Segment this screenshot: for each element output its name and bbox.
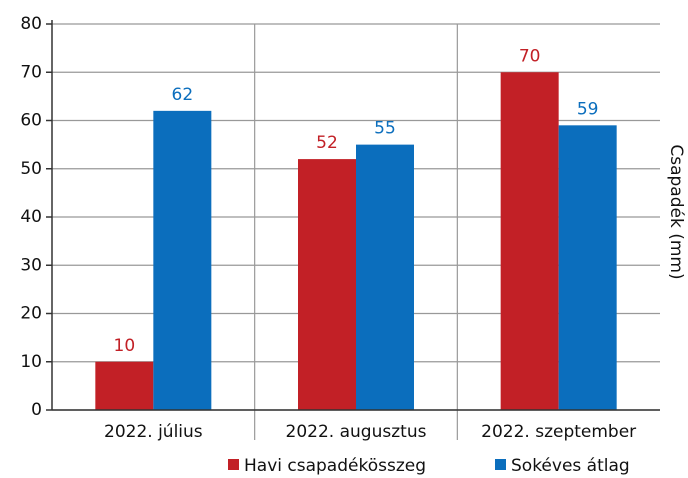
- y-tick-label: 70: [20, 62, 42, 82]
- y-tick-label: 20: [20, 304, 42, 324]
- y-tick-label: 80: [20, 14, 42, 34]
- legend-label: Havi csapadékösszeg: [244, 456, 426, 476]
- y-tick-label: 60: [20, 111, 42, 131]
- x-tick-label: 2022. július: [104, 422, 203, 442]
- x-tick-label: 2022. szeptember: [481, 422, 636, 442]
- data-label: 62: [172, 85, 194, 105]
- bar: [298, 159, 356, 410]
- legend-swatch: [495, 459, 506, 470]
- y-tick-label: 10: [20, 352, 42, 372]
- y-tick-label: 30: [20, 255, 42, 275]
- data-label: 59: [577, 99, 599, 119]
- bar: [153, 110, 212, 410]
- data-label: 55: [374, 119, 396, 139]
- data-label: 52: [316, 133, 338, 153]
- x-tick-label: 2022. augusztus: [286, 422, 427, 442]
- bar: [500, 72, 559, 410]
- data-label: 10: [114, 336, 136, 356]
- bar: [95, 361, 154, 410]
- y-tick-label: 50: [20, 159, 42, 179]
- bar: [356, 144, 414, 410]
- bar: [558, 125, 617, 410]
- y-axis-label: Csapadék (mm): [666, 144, 686, 279]
- y-tick-label: 0: [31, 400, 42, 420]
- legend-swatch: [228, 459, 239, 470]
- y-tick-label: 40: [20, 207, 42, 227]
- data-label: 70: [519, 46, 541, 66]
- legend-label: Sokéves átlag: [511, 456, 630, 476]
